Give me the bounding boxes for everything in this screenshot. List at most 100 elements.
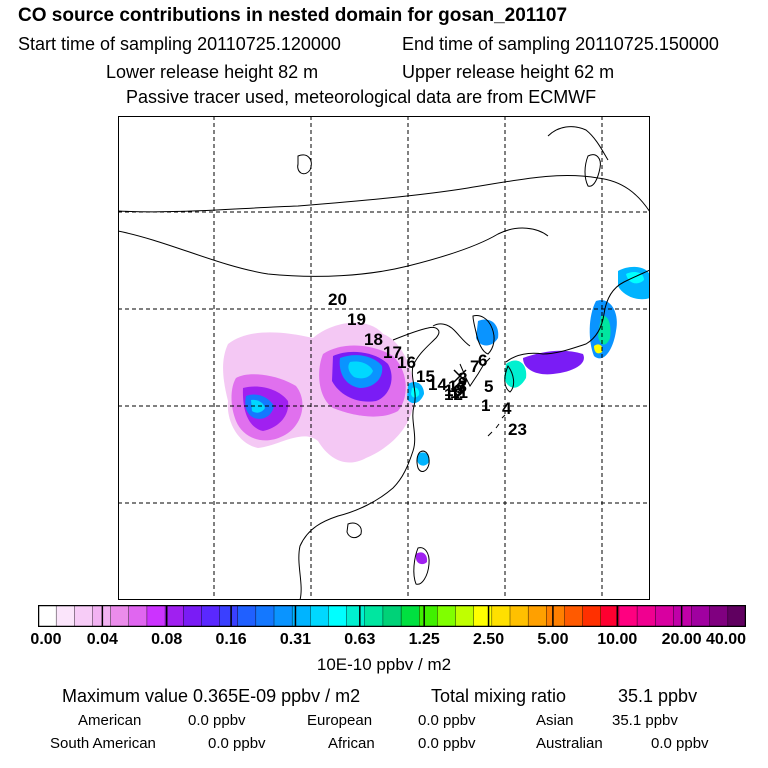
traj-label-8: 8	[458, 369, 467, 388]
traj-label-15: 15	[416, 367, 435, 386]
colorbar-cell	[201, 605, 221, 627]
colorbar-cell	[237, 605, 257, 627]
colorbar-cell	[128, 605, 148, 627]
traj-label-4: 4	[502, 399, 512, 418]
coastline-hainan	[346, 522, 362, 539]
traj-label-16: 16	[397, 353, 416, 372]
contribution-field	[223, 266, 650, 565]
colorbar-tick-label: 10.00	[597, 631, 638, 648]
region-american-value: 0.0 ppbv	[188, 712, 246, 729]
colorbar-cell	[527, 605, 547, 627]
traj-label-5: 5	[484, 377, 493, 396]
field-max-yellow	[594, 344, 603, 354]
colorbar-tick-label: 0.00	[30, 631, 62, 648]
colorbar-cell	[183, 605, 202, 627]
field-honshu-band	[523, 350, 584, 375]
colorbar-tick-label: 5.00	[537, 631, 569, 648]
colorbar-cell	[673, 605, 693, 627]
map-frame	[118, 116, 650, 600]
colorbar-cell	[709, 605, 729, 627]
coastline-korea	[472, 315, 495, 355]
total-mixing-ratio-label: Total mixing ratio	[431, 686, 567, 706]
traj-label-18: 18	[364, 330, 383, 349]
colorbar-cell	[473, 605, 493, 627]
field-taiwan-patch	[417, 452, 430, 466]
colorbar-cell	[419, 605, 438, 627]
colorbar-tick-label: 1.25	[408, 631, 440, 648]
traj-label-12: 12	[444, 385, 463, 404]
colorbar-cell	[491, 605, 511, 627]
traj-label-14: 14	[428, 375, 447, 394]
upper-height-label: Upper release height 62 m	[402, 62, 615, 82]
colorbar-tick-label: 0.31	[279, 631, 312, 648]
coastlines	[118, 126, 650, 600]
source-contribution-map: 1 23 4 5 6 7 8 9 10 11 12 13 14 15 16 17…	[118, 116, 650, 600]
lat-lon-grid	[118, 116, 650, 600]
traj-label-11: 11	[450, 383, 468, 402]
region-australian-value: 0.0 ppbv	[651, 735, 709, 752]
coastline-north	[118, 174, 650, 213]
colorbar-cell	[582, 605, 602, 627]
region-australian-name: Australian	[536, 735, 603, 752]
traj-label-23: 23	[508, 420, 527, 439]
colorbar-cell	[691, 605, 711, 627]
lower-height-label: Lower release height 82 m	[106, 62, 319, 82]
colorbar-tick-label: 0.08	[151, 631, 183, 648]
colorbar-cell	[546, 605, 565, 627]
coastline-bohai	[432, 323, 471, 347]
colorbar-units: 10E-10 ppbv / m2	[316, 655, 452, 674]
colorbar-cell	[509, 605, 529, 627]
coastline-okhotsk	[297, 154, 312, 175]
colorbar-cell	[273, 605, 293, 627]
coastline-luzon	[413, 547, 430, 585]
coastline-taiwan	[416, 450, 430, 472]
coastline-china	[298, 327, 440, 600]
field-central-cyan	[348, 361, 373, 379]
colorbar-cell	[400, 605, 420, 627]
region-south-american-name: South American	[50, 735, 156, 752]
end-time-label: End time of sampling 20110725.150000	[402, 34, 719, 54]
field-kyushu-patch	[504, 360, 527, 388]
traj-label-1: 1	[481, 396, 490, 415]
colorbar-cell	[382, 605, 402, 627]
plot-title: CO source contributions in nested domain…	[18, 5, 568, 26]
field-korea-patch	[476, 319, 499, 346]
colorbar-cell	[346, 605, 366, 627]
colorbar-tick-label: 0.16	[215, 631, 247, 648]
traj-label-13: 13	[448, 377, 467, 396]
colorbar-cell	[38, 605, 57, 627]
colorbar-tick-label: 0.04	[86, 631, 118, 648]
colorbar-cell	[727, 605, 746, 627]
colorbar-cell	[455, 605, 475, 627]
traj-label-7: 7	[470, 357, 479, 376]
traj-label-6: 6	[478, 351, 487, 370]
colorbar-cell	[636, 605, 656, 627]
coastline-peninsula	[547, 126, 609, 161]
colorbar-cell	[55, 605, 75, 627]
coastline-japan	[505, 269, 650, 363]
colorbar-cell	[146, 605, 166, 627]
trajectory-path	[459, 357, 491, 387]
region-american-name: American	[78, 712, 142, 729]
traj-label-19: 19	[347, 310, 366, 329]
maximum-value-label: Maximum value 0.365E-09 ppbv / m2	[62, 686, 361, 706]
colorbar-cell	[655, 605, 674, 627]
region-european-name: European	[307, 712, 373, 729]
region-asian-value: 35.1 ppbv	[612, 712, 678, 729]
colorbar-cell	[110, 605, 130, 627]
region-african-name: African	[328, 735, 375, 752]
coastline-sakhalin	[584, 154, 601, 187]
region-african-value: 0.0 ppbv	[418, 735, 476, 752]
field-honshu-cyan	[598, 315, 611, 345]
colorbar-cell	[310, 605, 329, 627]
colorbar-cell	[219, 605, 239, 627]
colorbar-cell	[74, 605, 93, 627]
colorbar	[38, 605, 746, 627]
colorbar-cell	[600, 605, 620, 627]
colorbar-frame	[38, 605, 746, 627]
colorbar-cell	[255, 605, 275, 627]
receptor-marker	[453, 369, 467, 383]
colorbar-tick-label: 0.63	[344, 631, 376, 648]
colorbar-cell	[328, 605, 348, 627]
start-time-label: Start time of sampling 20110725.120000	[18, 34, 341, 54]
